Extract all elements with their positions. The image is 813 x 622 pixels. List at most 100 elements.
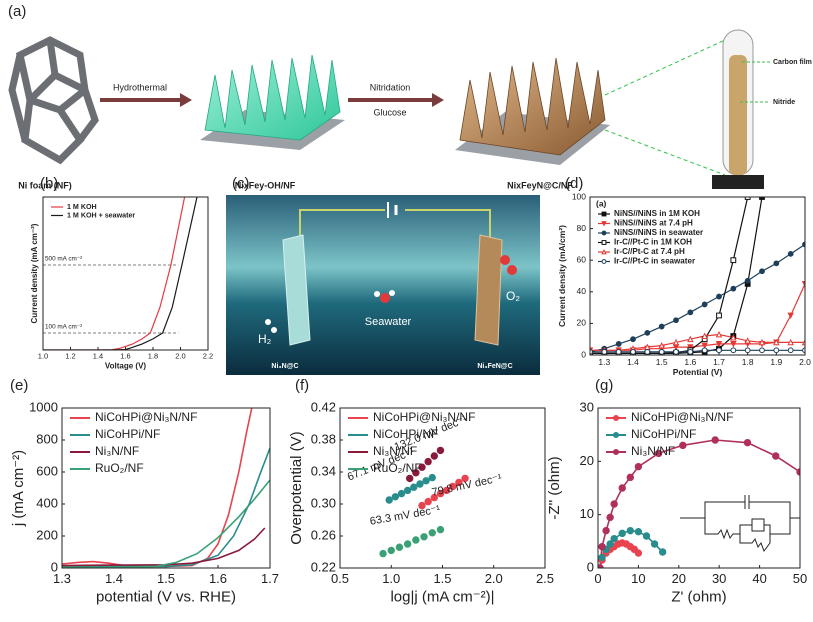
marker <box>716 312 722 319</box>
marker <box>701 342 708 350</box>
legend-label: Ni₃N/NF <box>95 444 139 458</box>
y-tick-label: 0.30 <box>311 495 336 510</box>
marker <box>687 348 694 355</box>
marker <box>387 546 395 555</box>
series-line <box>590 333 805 351</box>
electrode-label: Ni₃N@C <box>271 363 298 370</box>
marker <box>787 312 794 320</box>
marker <box>644 348 651 355</box>
marker <box>715 341 723 348</box>
marker <box>610 534 618 543</box>
callout-line <box>604 129 726 176</box>
marker <box>716 293 722 300</box>
nanosheets-brown <box>459 57 606 156</box>
x-tick-label: 1.4 <box>93 352 103 361</box>
series-line <box>62 527 266 567</box>
x-axis-label: Z' (ohm) <box>671 589 726 606</box>
x-tick-label: 30 <box>712 571 726 586</box>
marker <box>403 540 412 548</box>
marker <box>436 489 445 498</box>
marker <box>634 549 643 557</box>
tube-label: Nitride <box>773 99 795 106</box>
panel-label: (f) <box>295 377 309 394</box>
legend-label: NiNS//NiNS in seawater <box>614 228 704 237</box>
x-tick-label: 1.3 <box>598 357 610 367</box>
marker <box>430 493 438 502</box>
marker <box>436 446 445 455</box>
marker <box>730 334 737 341</box>
panel-label: (b) <box>40 175 58 192</box>
y-tick-label: 20 <box>577 318 587 328</box>
y-axis-label: j (mA cm⁻²) <box>10 450 27 527</box>
x-tick-label: 1.0 <box>38 352 48 361</box>
marker <box>658 342 665 349</box>
x-tick-label: 2.0 <box>175 352 185 361</box>
chart: (f) 0.5 1.0 1.5 2.0 2.5 0.22 0.26 0.30 0.34 0.38 0.… <box>288 377 554 606</box>
legend-label: NiCoHPi@Ni₃N/NF <box>631 410 733 424</box>
marker <box>626 473 635 482</box>
x-tick-label: 2.0 <box>485 571 503 586</box>
panel-c: (c) H₂ Ni₃N@C Seawater O₂ Ni₃FeN@C <box>226 175 540 375</box>
y-tick-label: 10 <box>580 506 594 521</box>
y-tick-label: 400 <box>36 495 58 510</box>
legend-marker <box>601 221 607 227</box>
marker <box>744 277 751 284</box>
item-label: NixFeyN@C/NF <box>507 180 573 190</box>
marker <box>658 548 667 556</box>
legend-label: NiCoHPi/NF <box>373 427 438 441</box>
marker <box>759 347 765 354</box>
x-tick-label: 50 <box>793 571 807 586</box>
arrow-label: Glucose <box>373 107 406 117</box>
x-tick-label: 2.0 <box>799 357 811 367</box>
x-tick-label: 1.9 <box>770 357 782 367</box>
legend-marker <box>601 240 607 245</box>
y-axis-label: Current density (mA cm⁻²) <box>30 223 39 323</box>
ni-foam-icon <box>8 36 99 165</box>
o2-bubble <box>500 255 510 265</box>
marker <box>801 338 805 346</box>
marker <box>644 329 651 336</box>
plot-frame <box>42 196 209 351</box>
legend-label: Ir-C//Pt-C at 7.4 pH <box>614 247 685 256</box>
marker <box>716 347 722 354</box>
legend-marker <box>612 431 620 439</box>
x-tick-label: 20 <box>672 571 686 586</box>
marker <box>422 477 430 485</box>
x-tick-label: 1.4 <box>105 571 123 586</box>
chart: (b) 1.0 1.2 1.4 1.6 1.8 2.0 2.2 Voltage (V) Curre… <box>30 175 213 370</box>
x-tick-label: 1.5 <box>656 357 668 367</box>
marker <box>416 480 424 488</box>
arrow-head <box>432 93 444 107</box>
legend-label: RuO₂/NF <box>95 461 144 475</box>
marker <box>442 486 451 495</box>
marker <box>406 474 414 483</box>
x-axis-label: Voltage (V) <box>105 361 147 370</box>
marker <box>730 285 737 292</box>
marker <box>615 348 622 355</box>
gas-label: O₂ <box>506 289 520 303</box>
y-tick-label: 0 <box>587 559 594 574</box>
plot-area <box>62 408 270 568</box>
legend-label: NiCoHPi/NF <box>631 427 696 441</box>
marker <box>744 347 751 354</box>
reference-label: 100 mA cm⁻² <box>45 324 82 331</box>
marker <box>730 341 737 348</box>
y-tick-label: 0.26 <box>311 527 336 542</box>
y-tick-label: 0 <box>51 559 58 574</box>
legend-label: RuO₂/NF <box>373 461 422 475</box>
wire <box>299 209 491 245</box>
y-tick-label: 0.22 <box>311 559 336 574</box>
marker <box>654 449 663 458</box>
panel-a: (a) Ni foam (NF) Hydrothermal NixFey-OH/… <box>8 3 812 190</box>
series-line <box>62 479 270 568</box>
slope-annotation: 63.3 mV dec⁻¹ <box>369 504 442 528</box>
marker <box>730 257 737 264</box>
reference-label: 500 mA cm⁻² <box>45 256 82 263</box>
marker <box>436 525 445 534</box>
marker <box>455 478 463 487</box>
callout-line <box>604 39 726 96</box>
legend-marker <box>612 448 620 456</box>
marker <box>758 338 766 346</box>
marker <box>606 513 614 522</box>
marker <box>787 338 794 346</box>
